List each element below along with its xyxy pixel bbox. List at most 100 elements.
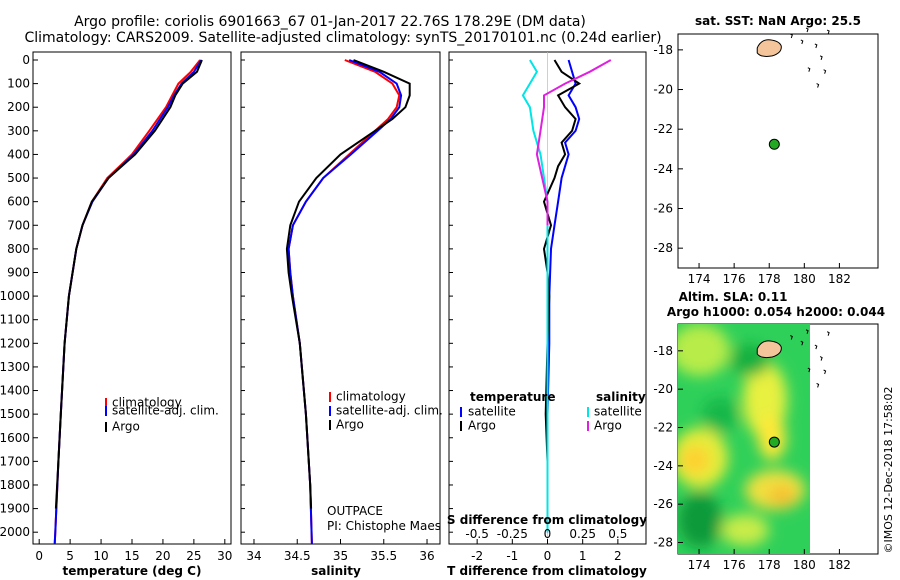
temperature-xlabel: temperature (deg C) bbox=[63, 564, 202, 578]
y-tick-label: 500 bbox=[7, 171, 30, 185]
sst-map-lat-axis: -18 -20 -22 -24 -26 -28 bbox=[653, 43, 683, 255]
lat-tick-label: -18 bbox=[653, 344, 673, 358]
islet bbox=[807, 367, 811, 373]
salinity-frame bbox=[240, 51, 441, 545]
legend-t-argo: Argo bbox=[468, 419, 496, 433]
lat-tick-label: -28 bbox=[653, 241, 673, 255]
lat-tick-label: -22 bbox=[653, 122, 673, 136]
cruise-label: OUTPACE bbox=[327, 504, 383, 518]
legend-climatology: climatology bbox=[336, 390, 406, 404]
sla-patch bbox=[768, 486, 796, 506]
sst-map-marks bbox=[768, 138, 780, 150]
y-tick-label: 700 bbox=[7, 218, 30, 232]
x-tick-label: 35.5 bbox=[370, 549, 397, 563]
sla-map-lat-axis: -18 -20 -22 -24 -26 -28 bbox=[653, 344, 683, 550]
fiji-island bbox=[756, 39, 782, 57]
islet bbox=[819, 356, 823, 361]
sdiff-label: S difference from climatology bbox=[447, 513, 647, 527]
top-tick-label: -0.5 bbox=[465, 527, 488, 541]
islet bbox=[807, 67, 811, 72]
sst-map-lon-axis: 174 176 178 180 182 bbox=[688, 263, 851, 286]
sla-map: Altim. SLA: 0.11 Argo h1000: 0.054 h2000… bbox=[653, 290, 885, 572]
lon-tick-label: 174 bbox=[688, 272, 711, 286]
salinity-xlabel: salinity bbox=[311, 564, 361, 578]
y-tick-label: 1400 bbox=[0, 384, 30, 398]
islet bbox=[823, 369, 827, 375]
temperature-legend: climatology satellite-adj. clim. Argo bbox=[105, 396, 219, 434]
sst-map-frame bbox=[677, 33, 879, 269]
series-line-argo bbox=[285, 59, 411, 509]
temperature-marks bbox=[53, 59, 203, 545]
x-tick-label: 20 bbox=[155, 549, 170, 563]
y-tick-label: 800 bbox=[7, 242, 30, 256]
lat-tick-label: -22 bbox=[653, 421, 673, 435]
fiji-island bbox=[756, 340, 782, 359]
sla-patch bbox=[681, 446, 709, 474]
y-tick-label: 1500 bbox=[0, 407, 30, 421]
figure-title-line2: Climatology: CARS2009. Satellite-adjuste… bbox=[24, 30, 661, 46]
y-tick-label: 1200 bbox=[0, 336, 30, 350]
islet bbox=[805, 27, 809, 33]
sla-map-land bbox=[756, 329, 830, 388]
series-line-salinity-argo bbox=[535, 59, 612, 226]
y-tick-label: 100 bbox=[7, 77, 30, 91]
y-tick-label: 1300 bbox=[0, 360, 30, 374]
sst-map-title: sat. SST: NaN Argo: 25.5 bbox=[695, 14, 861, 28]
islet bbox=[819, 55, 823, 60]
lon-tick-label: 176 bbox=[723, 558, 746, 572]
islet bbox=[826, 331, 830, 336]
series-line-salinity-satellite bbox=[521, 59, 549, 533]
y-tick-label: 300 bbox=[7, 124, 30, 138]
top-tick-label: 0.25 bbox=[569, 527, 596, 541]
lat-tick-label: -24 bbox=[653, 162, 673, 176]
islet bbox=[790, 33, 793, 39]
x-tick-label: 34 bbox=[246, 549, 261, 563]
y-tick-label: 600 bbox=[7, 195, 30, 209]
sla-map-lon-axis: 174 176 178 180 182 bbox=[688, 549, 851, 572]
top-tick-label: 0 bbox=[544, 527, 552, 541]
x-tick-label: -2 bbox=[471, 549, 483, 563]
y-tick-label: 1000 bbox=[0, 289, 30, 303]
lon-tick-label: 174 bbox=[688, 558, 711, 572]
lat-tick-label: -28 bbox=[653, 536, 673, 550]
y-tick-label: 1800 bbox=[0, 478, 30, 492]
lon-tick-label: 180 bbox=[793, 272, 816, 286]
x-tick-label: 2 bbox=[614, 549, 622, 563]
islet bbox=[800, 39, 804, 45]
lat-tick-label: -18 bbox=[653, 43, 673, 57]
argo-float-marker bbox=[768, 436, 780, 448]
sla-map-marks bbox=[768, 436, 780, 448]
difference-panel: -2 -1 0 1 2 -0.5 -0.25 0 0.25 0.5 T difference f… bbox=[447, 51, 647, 578]
islet bbox=[823, 69, 827, 74]
series-line-argo bbox=[54, 59, 203, 509]
temperature-frame bbox=[32, 51, 232, 545]
legend-temperature-title: temperature bbox=[470, 390, 555, 404]
tdiff-axis: -2 -1 0 1 2 bbox=[471, 539, 622, 563]
lat-tick-label: -26 bbox=[653, 202, 673, 216]
salinity-axis: 34 34.5 35 35.5 36 bbox=[246, 539, 435, 563]
y-tick-label: 1900 bbox=[0, 502, 30, 516]
y-tick-label: 0 bbox=[22, 53, 30, 67]
legend-t-satellite: satellite bbox=[468, 405, 516, 419]
lon-tick-label: 178 bbox=[758, 558, 781, 572]
y-tick-label: 1100 bbox=[0, 313, 30, 327]
x-tick-label: 15 bbox=[124, 549, 139, 563]
x-tick-label: 10 bbox=[93, 549, 108, 563]
legend-s-satellite: satellite bbox=[594, 405, 642, 419]
legend-salinity-title: salinity bbox=[596, 390, 646, 404]
sla-patch bbox=[678, 324, 730, 376]
lon-tick-label: 180 bbox=[793, 558, 816, 572]
x-tick-label: 1 bbox=[579, 549, 587, 563]
sla-patch bbox=[678, 492, 722, 548]
salinity-legend: climatology satellite-adj. clim. Argo bbox=[329, 390, 443, 432]
salinity-marks bbox=[241, 59, 411, 545]
x-tick-label: -1 bbox=[506, 549, 518, 563]
top-tick-label: -0.25 bbox=[497, 527, 528, 541]
sla-patch bbox=[702, 397, 738, 433]
islet bbox=[800, 340, 804, 346]
sst-map-land bbox=[756, 27, 830, 88]
x-tick-label: 35 bbox=[333, 549, 348, 563]
sla-patch bbox=[721, 514, 769, 546]
sla-heatmap-field bbox=[678, 324, 805, 548]
